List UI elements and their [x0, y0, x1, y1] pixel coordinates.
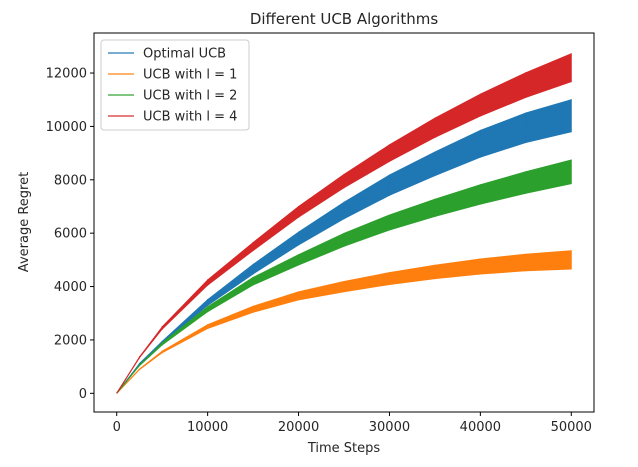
- legend-label: UCB with l = 2: [143, 89, 237, 104]
- y-tick-label: 8000: [54, 173, 87, 188]
- series-2-line: [116, 259, 572, 394]
- x-tick-label: 40000: [460, 420, 501, 435]
- x-tick-label: 20000: [278, 420, 319, 435]
- series-3-line: [116, 171, 572, 394]
- x-tick-label: 0: [113, 420, 121, 435]
- series-3: [116, 159, 572, 394]
- legend-label: UCB with l = 1: [143, 68, 237, 83]
- series-1-line: [116, 115, 572, 394]
- legend-label: Optimal UCB: [143, 47, 226, 62]
- plot-frame: [93, 32, 595, 413]
- y-axis-label: Average Regret: [17, 172, 32, 272]
- x-tick-label: 50000: [551, 420, 592, 435]
- series-4: [116, 53, 572, 394]
- series-2: [116, 250, 572, 394]
- legend: Optimal UCB UCB with l = 1 UCB with l = 2 U…: [100, 39, 250, 131]
- y-tick-label: 0: [79, 387, 87, 402]
- chart-title: Different UCB Algorithms: [250, 10, 438, 28]
- y-tick-label: 12000: [46, 67, 87, 82]
- x-tick-label: 10000: [187, 420, 228, 435]
- y-tick-label: 10000: [46, 120, 87, 135]
- x-axis-label: Time Steps: [307, 441, 381, 456]
- legend-label: UCB with l = 4: [143, 110, 237, 125]
- y-tick-label: 2000: [54, 333, 87, 348]
- y-axis: 0 2000 4000 6000 8000 10000 12000: [46, 67, 94, 402]
- x-tick-label: 30000: [369, 420, 410, 435]
- series-4-line: [116, 67, 572, 394]
- y-tick-label: 4000: [54, 280, 87, 295]
- series-3-band: [116, 159, 572, 394]
- legend-item: UCB with l = 1: [108, 68, 237, 83]
- series-layer: [116, 53, 572, 394]
- legend-item: UCB with l = 4: [108, 110, 237, 125]
- legend-box: [100, 39, 250, 131]
- x-axis: 0 10000 20000 30000 40000 50000: [113, 412, 592, 435]
- legend-item: UCB with l = 2: [108, 89, 237, 104]
- y-tick-label: 6000: [54, 227, 87, 242]
- legend-item: Optimal UCB: [108, 47, 226, 62]
